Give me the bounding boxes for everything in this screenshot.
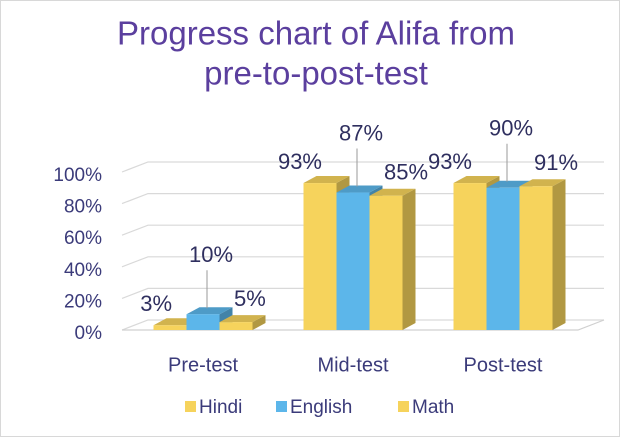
legend-swatch xyxy=(185,401,196,412)
value-label: 90% xyxy=(489,116,533,141)
bar xyxy=(153,325,187,330)
bar-side xyxy=(552,179,566,330)
bar xyxy=(486,187,520,330)
value-label: 10% xyxy=(189,242,233,267)
y-tick-label: 100% xyxy=(53,165,102,186)
value-label: 91% xyxy=(534,150,578,175)
bar xyxy=(186,314,220,330)
bar xyxy=(369,195,403,330)
value-label: 85% xyxy=(384,160,428,185)
grid-line xyxy=(121,224,604,236)
grid-line xyxy=(121,161,604,173)
legend-label: English xyxy=(290,397,352,418)
legend-label: Math xyxy=(412,397,454,418)
legend-label: Hindi xyxy=(199,397,242,418)
bar-side xyxy=(252,315,266,330)
y-tick-label: 0% xyxy=(75,323,103,344)
bar xyxy=(453,183,487,330)
y-tick-label: 80% xyxy=(64,197,102,218)
bar xyxy=(519,186,553,330)
grid-line xyxy=(121,287,604,299)
bar-top xyxy=(369,188,416,196)
x-tick-label: Pre-test xyxy=(168,354,238,376)
bar-top xyxy=(519,179,566,187)
y-tick-label: 20% xyxy=(64,291,102,312)
x-tick-label: Mid-test xyxy=(317,354,389,376)
value-label: 87% xyxy=(339,120,383,145)
value-label: 93% xyxy=(428,149,472,174)
bar-top xyxy=(186,307,233,315)
bar xyxy=(219,322,253,330)
value-label: 3% xyxy=(140,291,172,316)
legend-swatch xyxy=(276,401,287,412)
y-tick-label: 40% xyxy=(64,260,102,281)
bar-top xyxy=(453,176,500,184)
y-tick-label: 60% xyxy=(64,228,102,249)
floor xyxy=(122,319,605,331)
chart-title: pre-to-post-test xyxy=(204,55,428,92)
value-label: 5% xyxy=(234,286,266,311)
value-label: 93% xyxy=(278,149,322,174)
grid-line xyxy=(121,256,604,268)
bar-top xyxy=(219,315,266,323)
bar-top xyxy=(303,176,350,184)
legend-swatch xyxy=(398,401,409,412)
chart-title: Progress chart of Alifa from xyxy=(117,15,515,52)
bar-side xyxy=(402,188,416,330)
grid-line xyxy=(121,193,604,205)
bar xyxy=(303,183,337,330)
grid-line xyxy=(121,319,604,331)
x-tick-label: Post-test xyxy=(464,354,543,376)
bar xyxy=(336,192,370,330)
bar-top xyxy=(336,185,383,193)
